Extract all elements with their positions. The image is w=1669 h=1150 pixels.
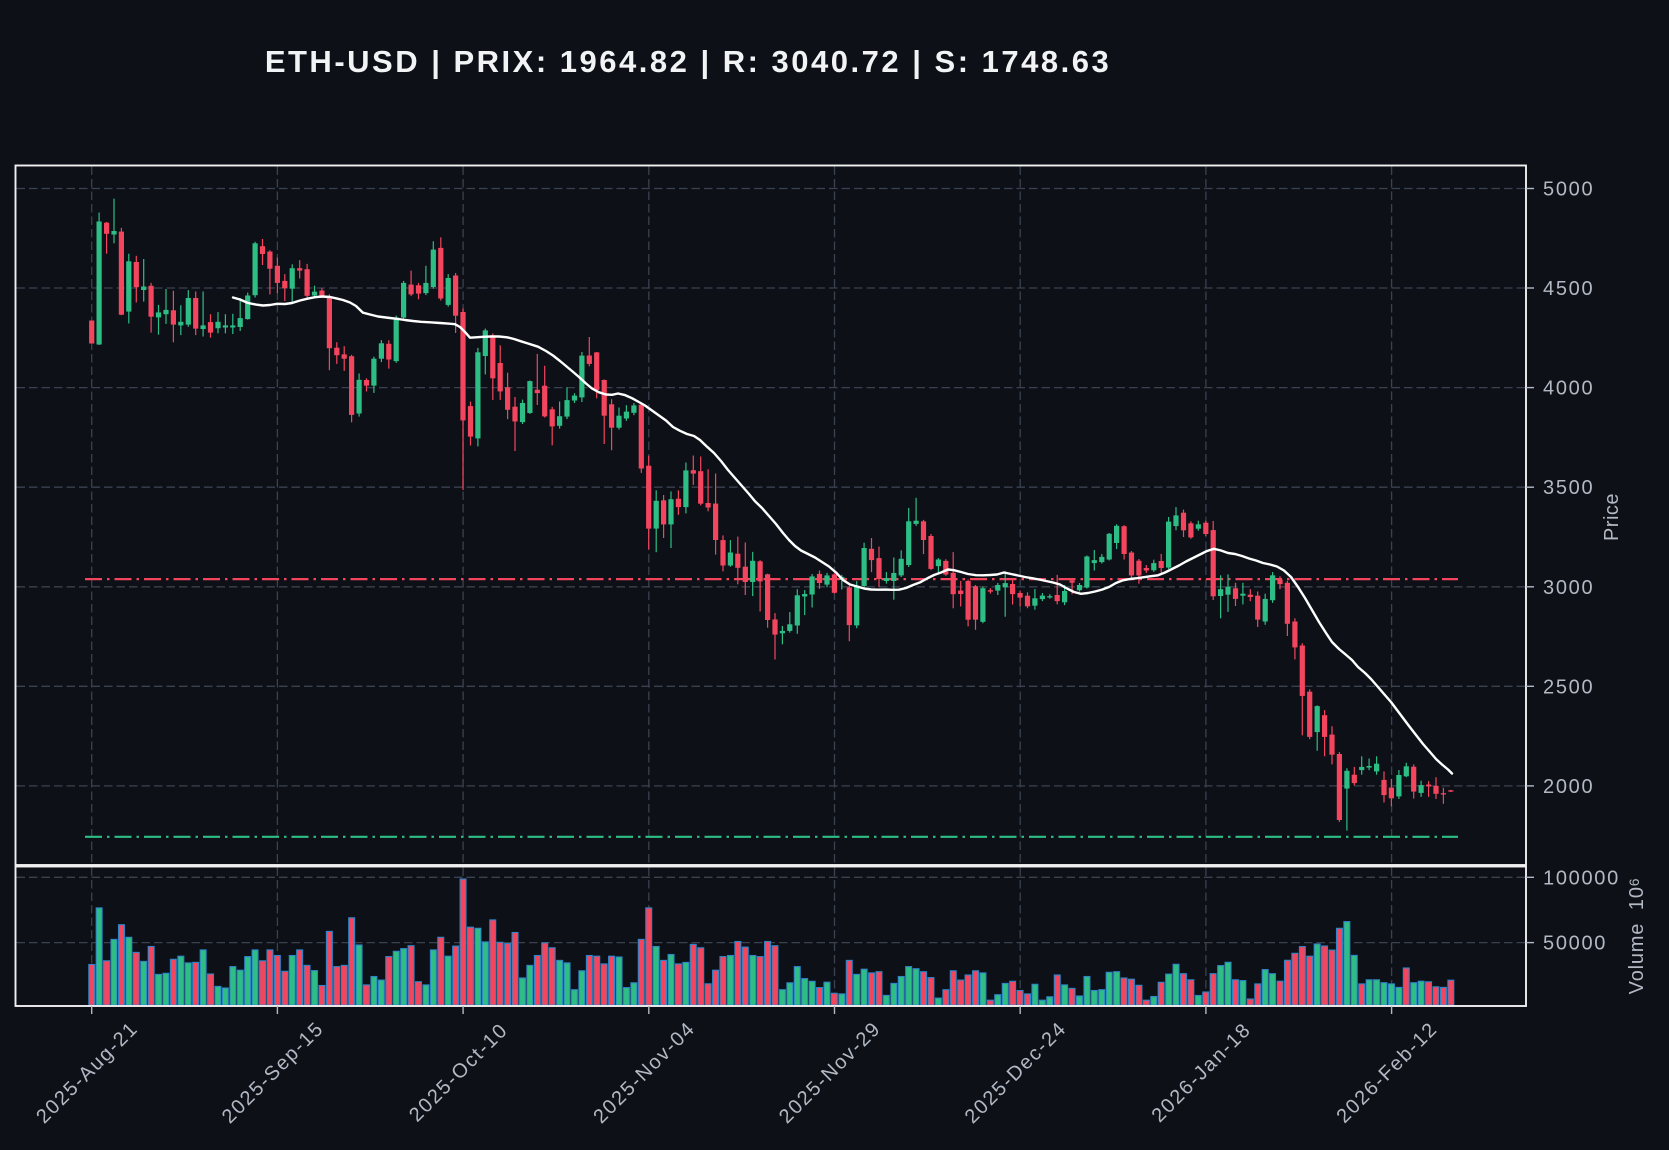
svg-text:3000: 3000 (1543, 577, 1594, 599)
svg-text:ETH-USD | PRIX: 1964.82 | R: 3: ETH-USD | PRIX: 1964.82 | R: 3040.72 | S… (265, 44, 1111, 79)
svg-text:4000: 4000 (1543, 378, 1594, 400)
svg-text:2000: 2000 (1543, 776, 1594, 798)
svg-text:Price: Price (1601, 493, 1623, 541)
svg-text:3500: 3500 (1543, 477, 1594, 499)
svg-text:Volume 106: Volume 106 (1626, 878, 1648, 995)
svg-text:50000: 50000 (1543, 933, 1607, 955)
svg-text:5000: 5000 (1543, 179, 1594, 201)
svg-text:100000: 100000 (1543, 867, 1620, 889)
svg-text:4500: 4500 (1543, 278, 1594, 300)
svg-text:2500: 2500 (1543, 676, 1594, 698)
